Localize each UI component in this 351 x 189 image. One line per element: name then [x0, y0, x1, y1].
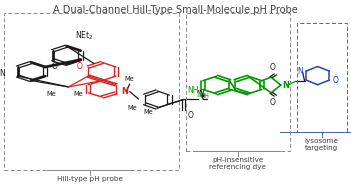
Text: O: O	[270, 63, 276, 72]
Text: N: N	[198, 90, 204, 99]
Text: A Dual-Channel Hill-Type Small-Molecule pH Probe: A Dual-Channel Hill-Type Small-Molecule …	[53, 5, 298, 15]
Text: H: H	[204, 93, 208, 99]
Text: Me: Me	[143, 108, 153, 115]
Text: Et$_2$N: Et$_2$N	[0, 67, 7, 80]
Text: pH-insensitive
referencing dye: pH-insensitive referencing dye	[209, 157, 266, 170]
Text: NEt$_2$: NEt$_2$	[75, 30, 94, 42]
Text: Hill-type pH probe: Hill-type pH probe	[57, 176, 122, 182]
Text: O: O	[52, 62, 58, 70]
Text: N: N	[196, 90, 202, 99]
Text: O: O	[77, 62, 82, 70]
Text: O: O	[333, 76, 339, 85]
Text: N: N	[282, 81, 289, 90]
Text: lysosome
targeting: lysosome targeting	[305, 138, 339, 151]
Text: Me: Me	[127, 105, 137, 111]
Text: Me: Me	[46, 91, 56, 97]
Text: N: N	[297, 67, 303, 76]
Text: N: N	[122, 87, 129, 96]
Text: H: H	[200, 93, 205, 99]
Text: O: O	[270, 98, 276, 107]
Text: NH: NH	[187, 86, 199, 95]
Text: Me: Me	[125, 76, 134, 82]
Text: Me: Me	[74, 91, 84, 97]
Text: O: O	[188, 111, 194, 120]
